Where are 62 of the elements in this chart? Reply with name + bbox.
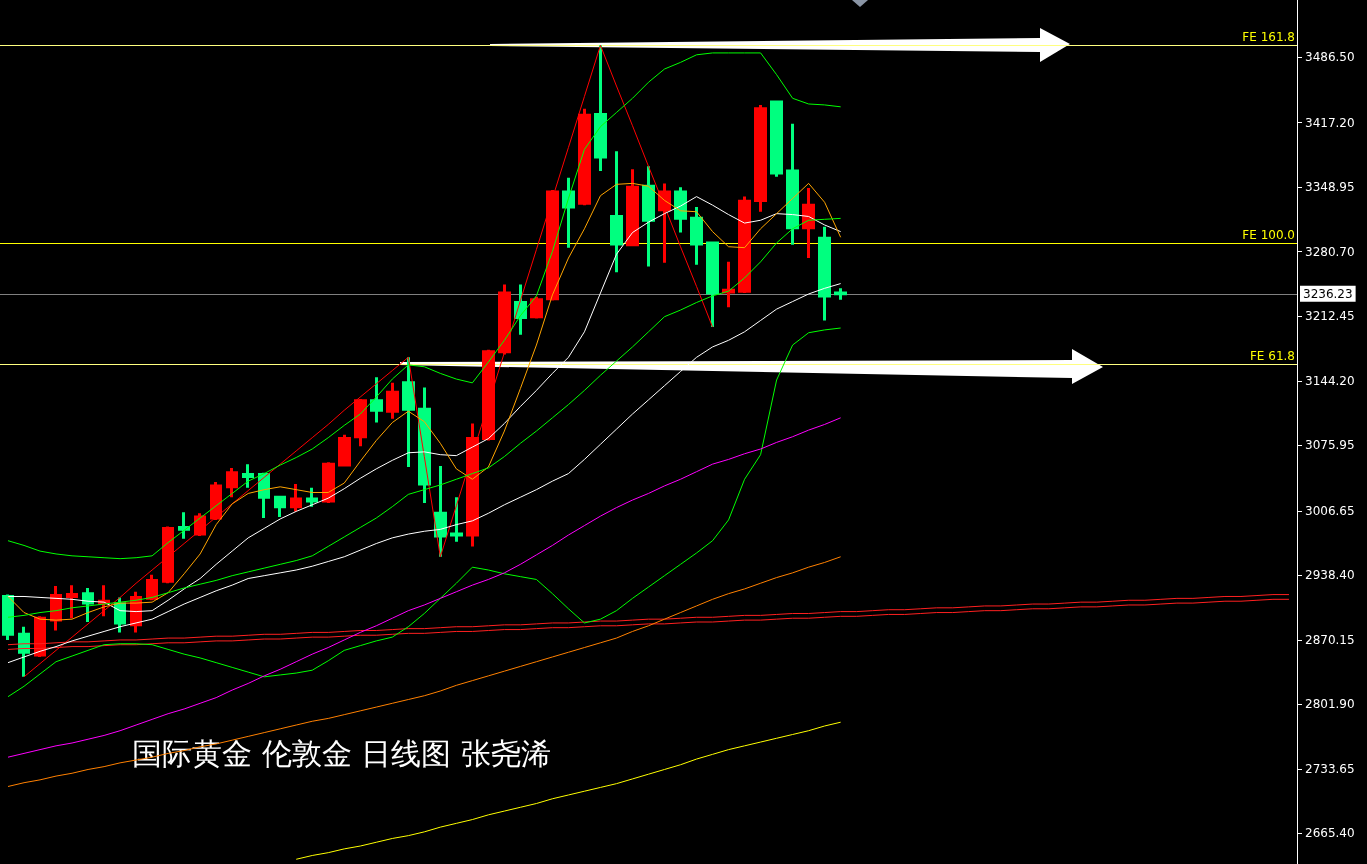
ref-line-label: FE 61.8 <box>1249 348 1295 363</box>
ref-line-label: 3236.23 <box>1303 286 1353 301</box>
candlestick <box>562 177 575 248</box>
y-tick-label: 3144.20 <box>1305 373 1355 388</box>
candlestick <box>354 398 367 447</box>
candlestick <box>146 574 158 601</box>
y-tick-label: 3348.95 <box>1305 180 1355 195</box>
line-series <box>7 283 842 664</box>
candlestick <box>610 151 623 273</box>
candlestick <box>434 466 447 557</box>
candlestick <box>658 183 671 263</box>
candlestick <box>738 196 751 294</box>
line-series <box>7 52 842 560</box>
candlestick <box>194 513 206 536</box>
candlestick <box>706 241 719 328</box>
candlestick <box>722 261 735 308</box>
y-tick-label: 3075.95 <box>1305 438 1355 453</box>
candlestick <box>386 382 399 419</box>
candlestick <box>242 464 254 488</box>
candlestick <box>274 495 286 518</box>
candlestick <box>770 100 783 177</box>
candlestick <box>18 626 30 677</box>
candlestick <box>690 207 703 265</box>
y-tick-label: 3006.65 <box>1305 503 1355 518</box>
candlestick <box>786 123 799 245</box>
ref-line-label: FE 100.0 <box>1242 227 1295 242</box>
y-tick-label: 3212.45 <box>1305 309 1355 324</box>
candlestick <box>754 104 767 212</box>
y-tick-label: 2938.40 <box>1305 568 1355 583</box>
candlestick <box>66 585 78 619</box>
line-series <box>7 327 842 698</box>
y-tick-label: 2665.40 <box>1305 826 1355 841</box>
y-tick-label: 3486.50 <box>1305 50 1355 65</box>
candlestick <box>2 594 14 640</box>
line-series <box>7 556 842 787</box>
candlestick <box>210 482 222 520</box>
candlestick <box>322 462 335 503</box>
candlestick <box>226 467 238 498</box>
candlestick <box>466 423 479 547</box>
y-tick-label: 3280.70 <box>1305 244 1355 259</box>
candlestick <box>834 286 847 302</box>
y-tick-label: 2801.90 <box>1305 697 1355 712</box>
candlestick <box>578 108 591 206</box>
candlestick <box>402 357 415 467</box>
candlestick <box>370 377 383 423</box>
y-tick-label: 3417.20 <box>1305 115 1355 130</box>
candlestick <box>290 483 302 512</box>
ref-line-label: FE 161.8 <box>1242 30 1295 45</box>
candlestick <box>338 434 351 467</box>
candlestick <box>498 284 511 355</box>
candlestick <box>594 45 607 172</box>
candlestick <box>530 296 543 319</box>
candlestick <box>162 526 174 584</box>
candlestick <box>626 169 639 247</box>
y-tick-label: 2870.15 <box>1305 632 1355 647</box>
candlestick <box>818 226 831 321</box>
candlestick <box>546 190 559 301</box>
line-series <box>23 44 714 678</box>
candlestick <box>642 166 655 267</box>
candlestick <box>802 188 815 259</box>
y-tick-label: 2733.65 <box>1305 761 1355 776</box>
candlestick <box>482 349 495 441</box>
